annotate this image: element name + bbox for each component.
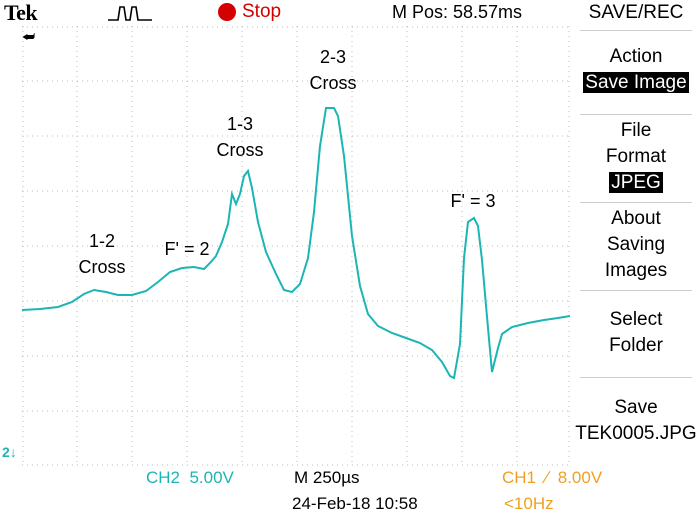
annotation-1-2-cross: 1-2 Cross [66, 228, 138, 280]
action-value-wrap: Save Image [572, 70, 700, 96]
annotation-line: Cross [297, 70, 369, 96]
action-value: Save Image [583, 72, 688, 93]
trigger-frequency: <10Hz [504, 494, 554, 514]
annotation-1-3-cross: 1-3 Cross [204, 111, 276, 163]
timebase: M 250µs [294, 468, 360, 488]
annotation-2-3-cross: 2-3 Cross [297, 44, 369, 96]
menu-divider [580, 202, 692, 203]
status-bar: Tek Stop M Pos: 58.57ms [0, 0, 570, 26]
format-value: JPEG [609, 172, 663, 193]
annotation-line: 1-2 [66, 228, 138, 254]
select-label: Folder [572, 333, 700, 359]
brand-logo: Tek [4, 0, 37, 26]
annotation-line: Cross [66, 254, 138, 280]
format-label: File [572, 118, 700, 144]
about-label: About [572, 206, 700, 232]
annotation-f3: F' = 3 [438, 188, 508, 214]
action-label: Action [572, 44, 700, 70]
about-label: Saving [572, 232, 700, 258]
select-label: Select [572, 307, 700, 333]
menu-divider [580, 114, 692, 115]
trigger-position-marker: ⮨ [22, 28, 35, 45]
format-label: Format [572, 144, 700, 170]
about-label: Images [572, 258, 700, 284]
trigger-icon [108, 3, 152, 23]
menu-divider [580, 377, 692, 378]
save-filename: TEK0005.JPG [572, 421, 700, 447]
ch2-ground-marker: 2↓ [2, 444, 17, 460]
ch2-marker-label: 2 [2, 444, 10, 460]
run-status: Stop [242, 1, 281, 23]
side-menu: SAVE/REC Action Save Image File Format J… [572, 0, 700, 525]
horizontal-position: M Pos: 58.57ms [392, 2, 522, 23]
menu-divider [580, 30, 692, 31]
annotation-line: 1-3 [204, 111, 276, 137]
annotation-line: 2-3 [297, 44, 369, 70]
format-value-wrap: JPEG [572, 170, 700, 196]
annotation-line: F' = 3 [438, 188, 508, 214]
annotation-line: F' = 2 [152, 236, 222, 262]
stop-icon [218, 3, 236, 21]
ch2-scale: CH2 5.00V [146, 468, 234, 488]
menu-title: SAVE/REC [572, 0, 700, 26]
annotation-line: Cross [204, 137, 276, 163]
annotation-f2: F' = 2 [152, 236, 222, 262]
menu-divider [580, 290, 692, 291]
run-stop-indicator: Stop [218, 1, 281, 23]
save-label: Save [572, 395, 700, 421]
date-time: 24-Feb-18 10:58 [292, 494, 418, 514]
